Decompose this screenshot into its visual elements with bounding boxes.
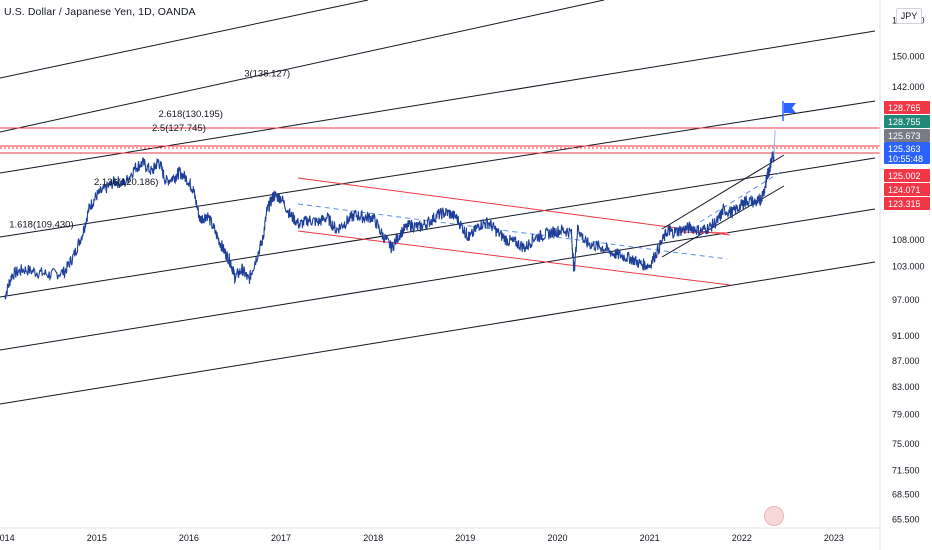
x-tick-label: 2019 [455, 533, 475, 543]
channel-lower-line [297, 230, 731, 286]
y-tick-label: 75.000 [892, 439, 920, 449]
y-tick-label: 87.000 [892, 356, 920, 366]
flag-banner [784, 103, 796, 113]
y-tick-label: 97.000 [892, 295, 920, 305]
y-tick-label: 68.500 [892, 489, 920, 499]
x-tick-label: 2015 [87, 533, 107, 543]
fib-trend-line [0, 157, 876, 298]
x-tick-label: 2017 [271, 533, 291, 543]
price-tag-bg [884, 115, 930, 128]
y-tick-label: 142.000 [892, 82, 925, 92]
wedge-lower-line [661, 185, 785, 258]
y-tick-label: 91.000 [892, 331, 920, 341]
chart-title: U.S. Dollar / Japanese Yen, 1D, OANDA [4, 6, 196, 18]
price-tag-bg [884, 169, 930, 182]
price-spike-wick [773, 130, 776, 157]
price-tag-countdown: 10:55:48 [888, 154, 923, 164]
fib-trend-line [0, 208, 876, 351]
price-tag-bg [884, 129, 930, 142]
y-tick-label: 79.000 [892, 410, 920, 420]
price-series [4, 130, 776, 300]
price-line [4, 150, 775, 300]
wedge-red-line [679, 231, 729, 234]
y-tick-label: 103.000 [892, 262, 925, 272]
x-tick-label: 2020 [548, 533, 568, 543]
price-tag-label: 124.071 [888, 185, 921, 195]
price-tag-label: 125.002 [888, 171, 921, 181]
price-tag-bg [884, 101, 930, 114]
trend-lines [0, 0, 876, 405]
x-tick-label: 2018 [363, 533, 383, 543]
fib-level-label: 3(138.127) [244, 68, 290, 79]
x-tick-label: 2023 [824, 533, 844, 543]
wedge-midline [699, 169, 785, 223]
y-tick-label: 71.500 [892, 466, 920, 476]
price-tag-label: 125.363 [888, 144, 921, 154]
price-tag-label: 128.755 [888, 117, 921, 127]
fib-level-label: 2.136(120.186) [94, 177, 158, 188]
fib-trend-line [0, 0, 605, 133]
flag-icon [782, 101, 796, 121]
y-tick-label: 83.000 [892, 382, 920, 392]
fib-level-label: 2.618(130.195) [159, 109, 223, 120]
x-tick-label: 2021 [640, 533, 660, 543]
fib-trend-line [0, 100, 876, 238]
x-tick-label: 2014 [0, 533, 15, 543]
fib-level-label: 1.618(109.430) [9, 219, 73, 230]
fib-trend-line [0, 30, 876, 174]
y-tick-label: 65.500 [892, 514, 920, 524]
y-tick-label: 108.000 [892, 235, 925, 245]
currency-unit-button[interactable]: JPY [896, 8, 922, 24]
y-tick-label: 150.000 [892, 52, 925, 62]
price-tag-label: 123.315 [888, 199, 921, 209]
price-tag-bg [884, 142, 930, 164]
x-tick-label: 2022 [732, 533, 752, 543]
price-tag-label: 125.673 [888, 131, 921, 141]
price-tag-label: 128.765 [888, 103, 921, 113]
x-tick-label: 2016 [179, 533, 199, 543]
fib-labels: 3(138.127) 2.618(130.195) 2.5(127.745) 2.13… [9, 68, 290, 230]
fib-level-label: 2.5(127.745) [152, 123, 206, 134]
fib-trend-line [0, 261, 876, 405]
fib-trend-line [0, 0, 369, 79]
channel-upper-line [297, 177, 731, 236]
wedge-upper-line [661, 154, 785, 230]
price-tag-bg [884, 183, 930, 196]
price-tag-bg [884, 197, 930, 210]
economic-event-flag-icon[interactable] [764, 506, 784, 526]
